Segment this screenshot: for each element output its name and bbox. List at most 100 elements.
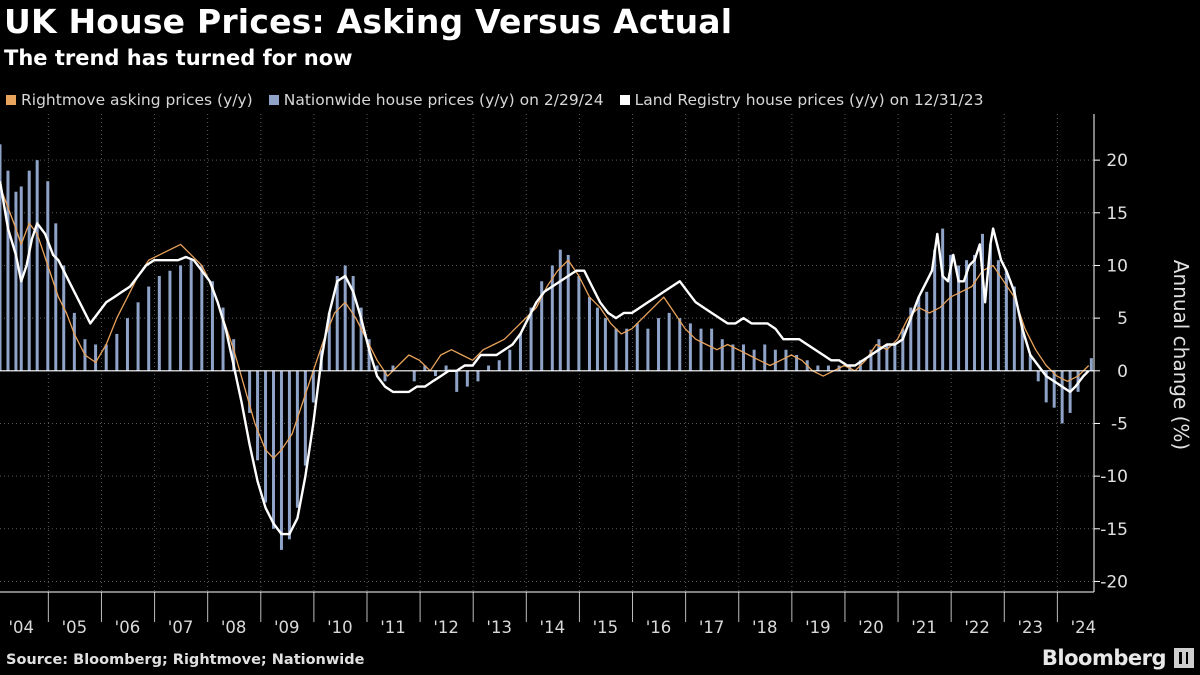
nationwide-bar [646,328,650,371]
chart-svg: '04 '05 '06 '07 '08 '09 '10 '11 '12 '13 '14 '15 '16 '… [0,114,1193,637]
nationwide-bar [455,370,459,392]
x-tick-label: '18 [752,618,778,637]
nationwide-bar [635,323,639,371]
nationwide-bar [465,370,469,387]
legend-item-landregistry: Land Registry house prices (y/y) on 12/3… [619,91,983,109]
legend-swatch-nationwide [268,95,279,105]
legend-label-nationwide: Nationwide house prices (y/y) on 2/29/24 [283,91,604,109]
nationwide-bar [980,233,984,371]
nationwide-bar [327,312,331,371]
nationwide-bar [901,328,905,371]
nationwide-bar [957,265,961,371]
chart-lines [0,181,1090,536]
nationwide-bar [359,307,363,371]
x-tick-label: '19 [805,618,831,637]
nationwide-bar [94,344,98,371]
nationwide-bar [763,344,767,371]
nationwide-bar [497,360,501,371]
nationwide-bar [391,365,395,371]
nationwide-bar [433,370,437,377]
nationwide-bar [1044,370,1048,403]
nationwide-bar [720,339,724,371]
nationwide-bar [35,160,39,371]
nationwide-bar [487,365,491,371]
nationwide-bar [1020,323,1024,371]
chart-legend: Rightmove asking prices (y/y) Nationwide… [6,91,983,109]
chart-axes: '04 '05 '06 '07 '08 '09 '10 '11 '12 '13 '14 '15 '16 '… [0,114,1193,637]
chart-title: UK House Prices: Asking Versus Actual [4,2,733,41]
legend-label-rightmove: Rightmove asking prices (y/y) [21,91,253,109]
y-tick-label: -20 [1100,572,1128,592]
nationwide-bar [540,281,544,371]
y-tick-label: -15 [1100,520,1128,540]
nationwide-bar [877,339,881,371]
nationwide-bar [988,244,992,371]
nationwide-bar [311,370,315,403]
y-tick-label: -5 [1111,414,1128,434]
nationwide-bar [351,276,355,371]
nationwide-bar [577,276,581,371]
x-tick-label: '23 [1017,618,1043,637]
nationwide-bar [1089,358,1093,371]
nationwide-bar [232,339,236,371]
chart-subtitle: The trend has turned for now [4,46,353,70]
nationwide-bar [335,276,339,371]
nationwide-bar [136,302,140,371]
nationwide-bar [869,349,873,371]
y-tick-label: 15 [1106,204,1128,224]
nationwide-bar [1060,370,1064,424]
y-tick-label: 20 [1106,151,1128,171]
nationwide-bar [603,318,607,371]
nationwide-bar [710,328,714,371]
nationwide-bar [200,265,204,371]
nationwide-bar [168,270,172,371]
nationwide-bar [688,323,692,371]
nationwide-bars [0,144,1093,550]
nationwide-bar [826,365,830,371]
nationwide-bar [657,318,661,371]
legend-item-nationwide: Nationwide house prices (y/y) on 2/29/24 [268,91,604,109]
nationwide-bar [925,291,929,371]
nationwide-bar [885,344,889,371]
nationwide-bar [518,333,522,371]
nationwide-bar [279,370,283,550]
nationwide-bar [383,370,387,382]
nationwide-bar [104,344,108,371]
nationwide-bar [949,254,953,371]
nationwide-bar [996,260,1000,371]
nationwide-bar [529,307,533,371]
x-tick-label: '24 [1071,618,1097,637]
nationwide-bar [256,370,260,461]
nationwide-bar [773,349,777,371]
nationwide-bar [741,344,745,371]
nationwide-bar [795,355,799,371]
nationwide-bar [343,265,347,371]
nationwide-bar [125,318,129,371]
nationwide-bar [444,365,448,371]
legend-swatch-landregistry [619,95,630,105]
nationwide-bar [210,281,214,371]
nationwide-bar [303,370,307,466]
bloomberg-logo: Bloomberg [1041,646,1167,670]
nationwide-bar [1004,270,1008,371]
x-tick-label: '06 [115,618,141,637]
x-tick-label: '16 [646,618,672,637]
nationwide-bar [965,260,969,371]
nationwide-bar [816,365,820,371]
nationwide-bar [893,344,897,371]
nationwide-bar [731,344,735,371]
x-tick-label: '11 [380,618,406,637]
nationwide-bar [973,254,977,371]
x-tick-label: '20 [858,618,884,637]
x-tick-label: '07 [168,618,194,637]
nationwide-bar [264,370,268,503]
nationwide-bar [72,312,76,371]
legend-item-rightmove: Rightmove asking prices (y/y) [6,91,253,109]
x-tick-label: '13 [486,618,512,637]
x-tick-label: '12 [433,618,459,637]
chart-grid [0,114,1094,592]
nationwide-bar [375,365,379,371]
nationwide-bar [614,328,618,371]
nationwide-bar [566,254,570,371]
y-tick-label: 10 [1106,256,1128,276]
